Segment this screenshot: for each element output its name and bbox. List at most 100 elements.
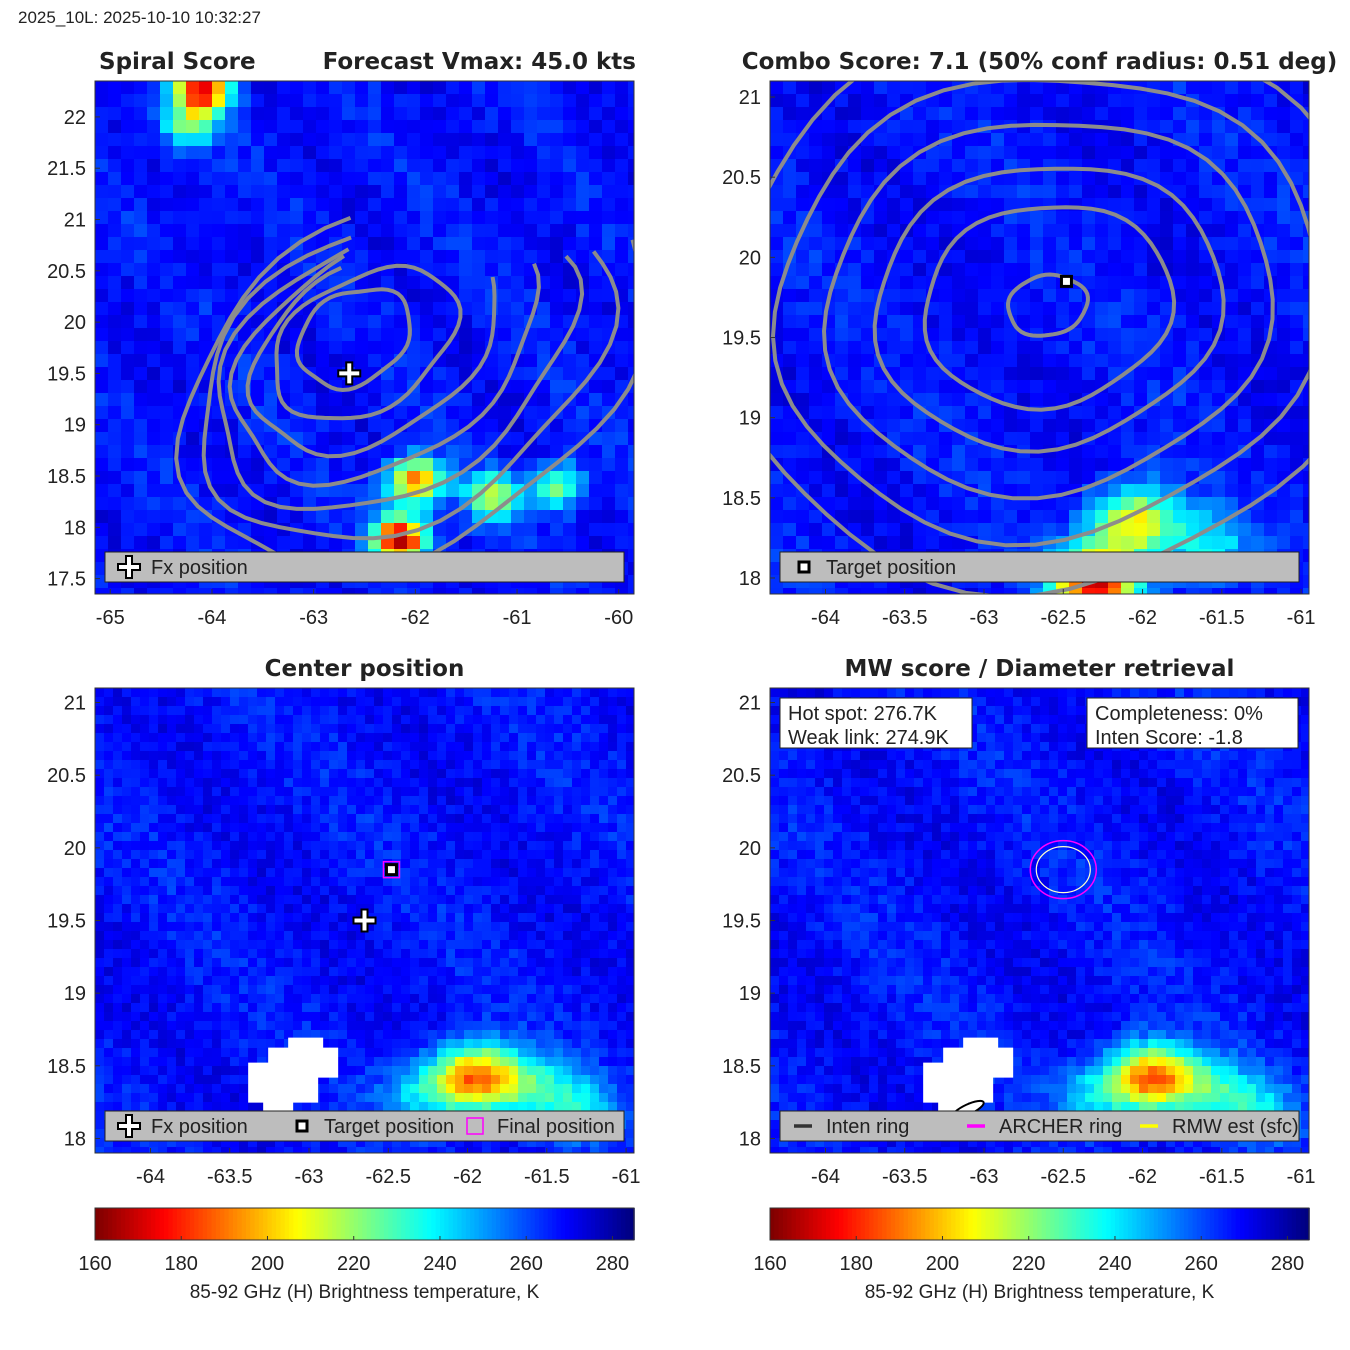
contour-line: [770, 81, 1309, 594]
x-tick-label: -63: [299, 607, 328, 629]
legend-box: [779, 1110, 1300, 1142]
colorbar: 160 180 200 220 240 260 280 85-92 GHz (H) Brigh…: [753, 1207, 1310, 1303]
info-text: Hot spot: 276.7K: [788, 703, 938, 725]
fx-position-marker: [117, 1114, 141, 1138]
y-tick-label: 18.5: [722, 1056, 761, 1078]
contour-line: [201, 235, 621, 541]
plot-area: Inten ring ARCHER ring RMW est (sfc): [770, 688, 1309, 1153]
contour-line: [216, 247, 585, 511]
y-tick-label: 20.5: [722, 765, 761, 787]
colorbar-tick-label: 260: [510, 1253, 543, 1275]
x-tick-label: -62.5: [1040, 1166, 1086, 1188]
x-tick-label: -63.5: [207, 1166, 253, 1188]
panel-title: MW score / Diameter retrieval: [845, 656, 1235, 682]
target-position-marker: [797, 560, 811, 574]
archer-ring: [1029, 839, 1098, 900]
legend-label: Final position: [497, 1116, 615, 1138]
x-tick-label: -62: [453, 1166, 482, 1188]
x-tick-label: -65: [96, 607, 125, 629]
info-text: Completeness: 0%: [1095, 703, 1263, 725]
x-tick-label: -61.5: [1199, 1166, 1245, 1188]
y-tick-label: 18: [64, 1128, 86, 1150]
y-tick-label: 18.5: [722, 488, 761, 510]
y-tick-label: 19.5: [722, 328, 761, 350]
y-tick-label: 21: [739, 693, 761, 715]
colorbar-tick-label: 240: [423, 1253, 456, 1275]
colorbar-frame: [769, 1207, 1310, 1241]
y-tick-label: 19: [64, 983, 86, 1005]
y-tick-label: 20.5: [47, 261, 86, 283]
y-tick-label: 20: [64, 838, 86, 860]
y-tick-label: 21: [64, 210, 86, 232]
panel-center: Fx position Target position Final position…: [47, 656, 640, 1188]
final-position-marker: [466, 1117, 484, 1135]
panel-title: Spiral Score: [99, 49, 256, 75]
legend-label: ARCHER ring: [999, 1116, 1122, 1138]
legend-label: Fx position: [151, 1116, 248, 1138]
x-tick-label: -63.5: [882, 1166, 928, 1188]
contour-line: [274, 263, 463, 421]
x-tick-label: -64: [811, 1166, 840, 1188]
colorbar-tick-label: 220: [1012, 1253, 1045, 1275]
colorbar-tick-label: 260: [1185, 1253, 1218, 1275]
y-tick-label: 18.5: [47, 1056, 86, 1078]
colorbar-tick-label: 220: [337, 1253, 370, 1275]
x-tick-label: -61: [612, 1166, 641, 1188]
legend-label: Fx position: [151, 557, 248, 579]
fx-position-marker: [117, 555, 141, 579]
y-tick-label: 20: [739, 838, 761, 860]
target-position-marker: [384, 863, 398, 877]
target-position-marker: [1059, 274, 1073, 288]
legend-label: Target position: [324, 1116, 454, 1138]
y-tick-label: 19.5: [722, 911, 761, 933]
x-tick-label: -62: [1128, 607, 1157, 629]
target-position-marker: [295, 1119, 309, 1133]
y-tick-label: 20: [64, 312, 86, 334]
fx-position-marker: [352, 908, 377, 933]
fx-position-marker: [337, 361, 362, 386]
y-tick-label: 19: [739, 983, 761, 1005]
x-tick-label: -63: [970, 607, 999, 629]
x-tick-label: -62: [401, 607, 430, 629]
x-tick-label: -61: [503, 607, 532, 629]
contour-line: [922, 205, 1177, 412]
axes-frame: [94, 80, 635, 595]
plot-area: Fx position: [95, 81, 634, 594]
panel-mw: Inten ring ARCHER ring RMW est (sfc) Hot sp…: [722, 656, 1315, 1188]
legend-label: Inten ring: [826, 1116, 909, 1138]
missing-data-patch: [248, 1037, 339, 1118]
y-tick-label: 19: [64, 415, 86, 437]
y-tick-label: 19.5: [47, 363, 86, 385]
legend-label: RMW est (sfc): [1172, 1116, 1299, 1138]
plot-area: Target position: [770, 81, 1309, 594]
x-tick-label: -64: [811, 607, 840, 629]
info-box-right: [1086, 697, 1299, 749]
contour-line: [872, 166, 1226, 454]
colorbar-tick-label: 280: [1271, 1253, 1304, 1275]
y-tick-label: 18: [739, 1128, 761, 1150]
y-tick-label: 18: [739, 568, 761, 590]
y-tick-label: 21: [64, 693, 86, 715]
info-text: Weak link: 274.9K: [788, 727, 949, 749]
colorbar-label: 85-92 GHz (H) Brightness temperature, K: [190, 1282, 540, 1303]
colorbar-tick-label: 160: [753, 1253, 786, 1275]
y-tick-label: 20.5: [47, 765, 86, 787]
y-tick-label: 20.5: [722, 167, 761, 189]
x-tick-label: -60: [604, 607, 633, 629]
y-tick-label: 20: [739, 247, 761, 269]
x-tick-label: -63: [295, 1166, 324, 1188]
info-text: Inten Score: -1.8: [1095, 727, 1243, 749]
info-box-left: [779, 697, 973, 749]
x-tick-label: -61.5: [1199, 607, 1245, 629]
x-tick-label: -62: [1128, 1166, 1157, 1188]
contour-line: [294, 287, 412, 393]
panel-title-right: Forecast Vmax: 45.0 kts: [323, 49, 636, 75]
x-tick-label: -63.5: [882, 607, 928, 629]
x-tick-label: -64: [197, 607, 226, 629]
legend-box: [104, 551, 625, 583]
colorbar-tick-label: 180: [165, 1253, 198, 1275]
rmw-ring: [1035, 846, 1091, 894]
colorbar-tick-label: 200: [251, 1253, 284, 1275]
colorbar-label: 85-92 GHz (H) Brightness temperature, K: [865, 1282, 1215, 1303]
